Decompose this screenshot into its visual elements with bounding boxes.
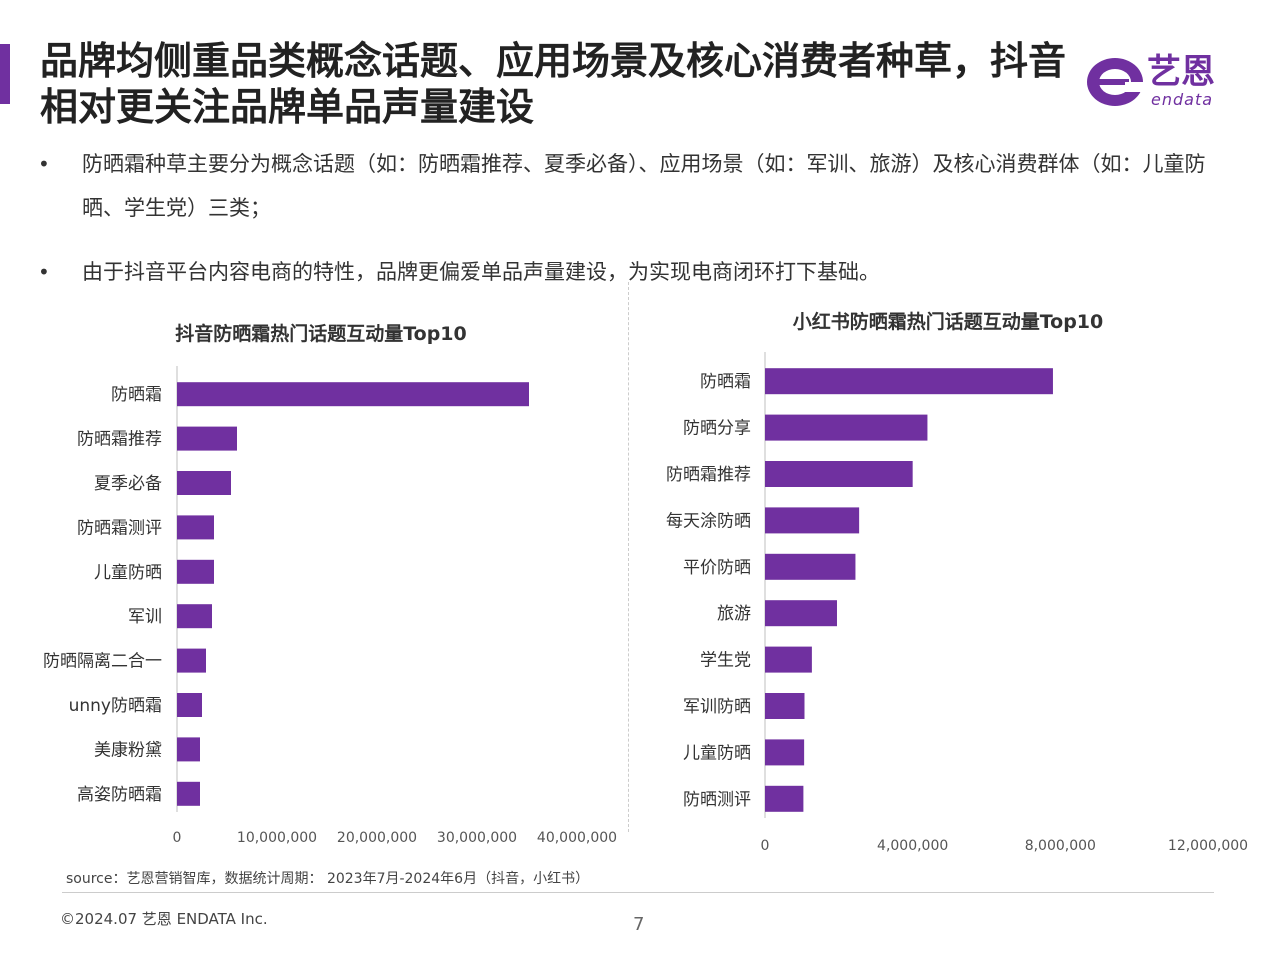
page-title: 品牌均侧重品类概念话题、应用场景及核心消费者种草，抖音相对更关注品牌单品声量建设 — [40, 39, 1067, 129]
category-label: 防晒霜 — [700, 372, 751, 392]
bar — [177, 515, 214, 540]
bullet-item: • 防晒霜种草主要分为概念话题（如：防晒霜推荐、夏季必备）、应用场景（如：军训、… — [38, 142, 1218, 230]
bar — [177, 471, 231, 495]
bar — [177, 648, 206, 673]
category-label: 军训 — [128, 607, 162, 627]
x-tick-label: 12,000,000 — [1168, 838, 1248, 854]
category-label: 儿童防晒 — [683, 743, 751, 763]
chart-divider — [628, 282, 629, 832]
bullet-item: • 由于抖音平台内容电商的特性，品牌更偏爱单品声量建设，为实现电商闭环打下基础。 — [38, 250, 1218, 294]
category-label: 旅游 — [717, 604, 751, 624]
chart-title: 小红书防晒霜热门话题互动量Top10 — [793, 310, 1104, 333]
bar — [765, 739, 805, 766]
category-label: 儿童防晒 — [94, 563, 162, 583]
x-tick-label: 40,000,000 — [537, 830, 617, 846]
endata-logo-icon — [1087, 58, 1145, 106]
category-label: 学生党 — [700, 651, 751, 671]
x-tick-label: 0 — [173, 830, 182, 846]
logo-english-name: endata — [1151, 90, 1214, 109]
bar — [765, 414, 928, 441]
bar — [765, 461, 913, 487]
bar — [177, 426, 237, 451]
bar — [177, 737, 200, 762]
bar — [177, 604, 212, 629]
category-label: 防晒测评 — [683, 790, 751, 810]
category-label: 防晒隔离二合一 — [43, 652, 162, 672]
bar — [765, 368, 1053, 395]
category-label: 夏季必备 — [94, 474, 162, 494]
x-tick-label: 10,000,000 — [237, 830, 317, 846]
category-label: 防晒霜推荐 — [77, 430, 162, 450]
bar — [765, 600, 837, 627]
bar — [765, 785, 804, 812]
category-label: 防晒分享 — [683, 419, 751, 439]
x-tick-label: 0 — [761, 838, 770, 854]
bullet-text: 防晒霜种草主要分为概念话题（如：防晒霜推荐、夏季必备）、应用场景（如：军训、旅游… — [82, 152, 1206, 220]
charts-canvas: 抖音防晒霜热门话题互动量Top10防晒霜防晒霜推荐夏季必备防晒霜测评儿童防晒军训… — [43, 310, 1248, 854]
bar — [177, 382, 529, 407]
x-tick-label: 20,000,000 — [337, 830, 417, 846]
page-number: 7 — [633, 914, 645, 935]
bar — [765, 507, 860, 534]
endata-logo: 艺恩 endata — [1085, 52, 1235, 112]
x-tick-label: 4,000,000 — [877, 838, 948, 854]
footer-divider — [62, 892, 1214, 893]
source-note: source：艺恩营销智库，数据统计周期： 2023年7月-2024年6月（抖音… — [66, 871, 590, 887]
x-tick-label: 8,000,000 — [1025, 838, 1096, 854]
chart-title: 抖音防晒霜热门话题互动量Top10 — [175, 322, 467, 345]
bar — [177, 781, 200, 806]
category-label: 美康粉黛 — [94, 740, 162, 760]
category-label: 防晒霜推荐 — [666, 465, 751, 485]
category-label: 防晒霜 — [111, 385, 162, 405]
category-label: 平价防晒 — [683, 558, 751, 578]
bullet-text: 由于抖音平台内容电商的特性，品牌更偏爱单品声量建设，为实现电商闭环打下基础。 — [82, 260, 880, 284]
category-label: 防晒霜测评 — [77, 518, 162, 538]
bar — [765, 646, 812, 673]
category-label: 高姿防晒霜 — [77, 785, 162, 805]
bar — [177, 559, 214, 584]
category-label: 军训防晒 — [683, 697, 751, 717]
title-accent-bar — [0, 44, 10, 104]
bar — [765, 553, 856, 580]
bullet-list: • 防晒霜种草主要分为概念话题（如：防晒霜推荐、夏季必备）、应用场景（如：军训、… — [38, 142, 1218, 294]
x-tick-label: 30,000,000 — [437, 830, 517, 846]
copyright: ©2024.07 艺恩 ENDATA Inc. — [60, 910, 268, 928]
bar — [765, 693, 805, 719]
logo-chinese-name: 艺恩 — [1147, 52, 1215, 92]
category-label: unny防晒霜 — [69, 696, 162, 716]
category-label: 每天涂防晒 — [666, 511, 751, 531]
bullet-dot-icon: • — [38, 260, 50, 284]
bullet-dot-icon: • — [38, 152, 50, 176]
bar — [177, 693, 202, 717]
